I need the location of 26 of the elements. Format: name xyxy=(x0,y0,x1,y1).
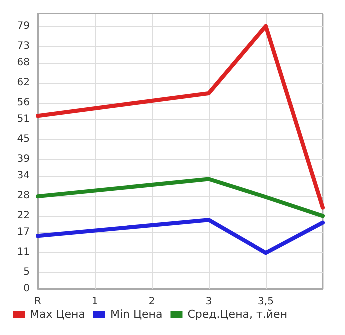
line-series xyxy=(36,24,325,210)
line-series xyxy=(36,177,325,218)
y-tick-label: 73 xyxy=(17,40,30,52)
y-tick-label: 34 xyxy=(17,170,30,182)
y-tick-label: 22 xyxy=(17,210,30,222)
y-tick-label: 5 xyxy=(24,266,30,278)
y-tick-label: 0 xyxy=(24,284,30,294)
legend-label: Max Цена xyxy=(30,308,86,321)
y-tick-label: 68 xyxy=(17,57,30,68)
y-tick-label: 45 xyxy=(17,134,30,145)
y-tick-label: 39 xyxy=(17,154,30,165)
x-tick-label: R xyxy=(34,296,42,308)
y-tick-label: 62 xyxy=(17,77,30,88)
y-tick-label: 28 xyxy=(17,190,30,202)
y-tick-label: 56 xyxy=(17,97,30,108)
x-tick-label: 3 xyxy=(206,296,212,308)
legend-label: Сред.Цена, т.йен xyxy=(188,308,288,321)
y-tick-label: 51 xyxy=(17,114,30,125)
line-series xyxy=(36,218,325,256)
y-tick-label: 17 xyxy=(17,226,30,238)
y-tick-label: 79 xyxy=(17,20,30,32)
x-tick-label: 2 xyxy=(148,296,156,308)
y-tick-label: 11 xyxy=(17,246,30,258)
x-tick-label: 1 xyxy=(92,296,98,308)
x-tick-label: 3,5 xyxy=(258,296,274,308)
legend-label: Min Цена xyxy=(110,308,163,321)
